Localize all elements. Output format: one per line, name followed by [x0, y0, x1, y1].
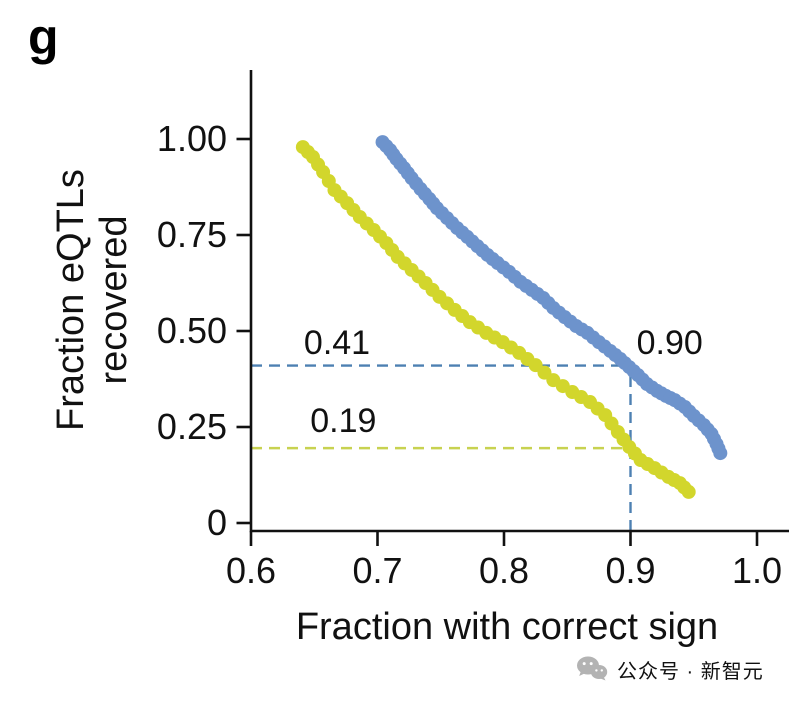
- y-tick-label: 1.00: [157, 118, 227, 159]
- wechat-icon: [577, 656, 608, 681]
- x-axis-title: Fraction with correct sign: [295, 606, 719, 648]
- panel-label: g: [28, 9, 59, 65]
- blue-series-point: [713, 446, 728, 461]
- x-tick-label: 0.6: [226, 550, 276, 591]
- annotation-0.41: 0.41: [304, 324, 370, 362]
- y-tick-label: 0.25: [157, 406, 227, 447]
- y-tick-label: 0.50: [157, 310, 227, 351]
- y-tick-label: 0: [207, 502, 227, 543]
- yellow-series-point: [681, 484, 696, 499]
- annotation-0.90: 0.90: [637, 324, 703, 362]
- axes: [249, 70, 789, 533]
- x-tick-label: 0.9: [605, 550, 655, 591]
- x-tick-label: 0.7: [352, 550, 402, 591]
- y-tick-label: 0.75: [157, 214, 227, 255]
- watermark-text: 公众号 · 新智元: [617, 660, 764, 683]
- annotation-0.19: 0.19: [310, 402, 376, 440]
- watermark: 公众号 · 新智元: [576, 653, 764, 685]
- x-tick-label: 0.8: [479, 550, 529, 591]
- x-tick-label: 1.0: [732, 550, 782, 591]
